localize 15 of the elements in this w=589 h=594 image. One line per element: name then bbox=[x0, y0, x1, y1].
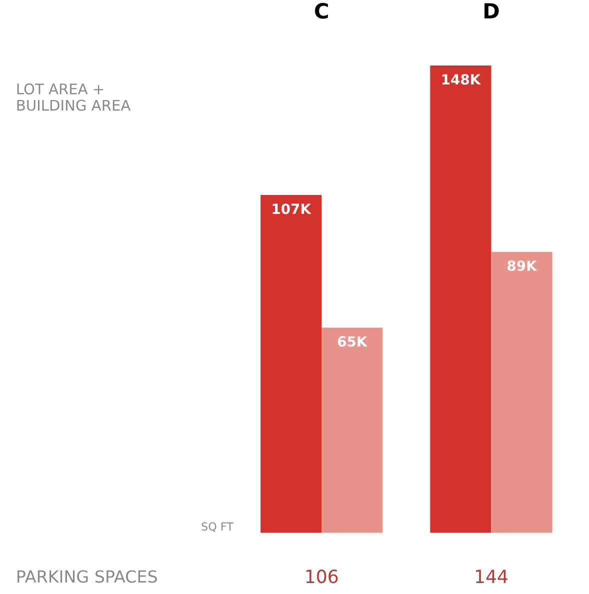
data-label: 65K bbox=[338, 336, 368, 347]
text: SQ FT bbox=[202, 522, 234, 532]
text: LOT AREA + BUILDING AREA bbox=[17, 83, 131, 111]
bar bbox=[491, 252, 552, 533]
data-label: 89K bbox=[508, 260, 538, 271]
x-tick-label: C bbox=[314, 2, 328, 19]
x-tick-label: D bbox=[484, 3, 499, 18]
data-label: 148K bbox=[442, 74, 481, 85]
data-label: 107K bbox=[272, 204, 312, 214]
bar bbox=[322, 328, 383, 533]
bar bbox=[430, 66, 492, 533]
text: PARKING SPACES bbox=[18, 570, 157, 583]
text: 144 bbox=[476, 570, 508, 583]
text: 106 bbox=[306, 570, 338, 584]
bar bbox=[260, 194, 322, 533]
